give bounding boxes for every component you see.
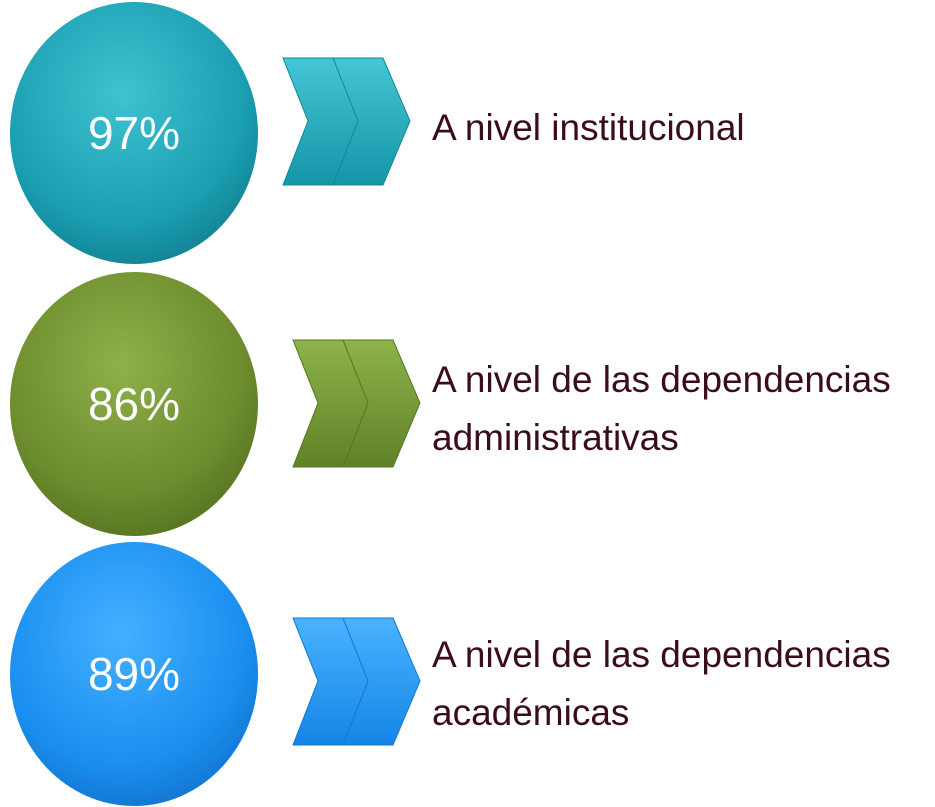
label-line: administrativas: [432, 417, 679, 458]
label: A nivel de las dependencias: [432, 359, 891, 400]
chevrons: [292, 617, 421, 746]
label: A nivel institucional: [432, 107, 745, 148]
circle: [10, 272, 258, 536]
percent: 89%: [88, 648, 180, 700]
chevrons: [282, 57, 411, 186]
label-line: académicas: [432, 692, 629, 733]
item: 97% A nivel institucional: [10, 2, 745, 264]
item: 86% A nivel de las dependencias administ…: [10, 272, 891, 536]
label: administrativas: [432, 417, 679, 458]
label-line: A nivel de las dependencias: [432, 359, 891, 400]
circle: [10, 2, 258, 264]
label-line: A nivel de las dependencias: [432, 634, 891, 675]
chevrons: [292, 339, 421, 468]
label-line: A nivel institucional: [432, 107, 745, 148]
circle: [10, 542, 258, 806]
label: A nivel de las dependencias: [432, 634, 891, 675]
percent: 97%: [88, 107, 180, 159]
label: académicas: [432, 692, 629, 733]
percent: 86%: [88, 378, 180, 430]
item: 89% A nivel de las dependencias académic…: [10, 542, 891, 806]
